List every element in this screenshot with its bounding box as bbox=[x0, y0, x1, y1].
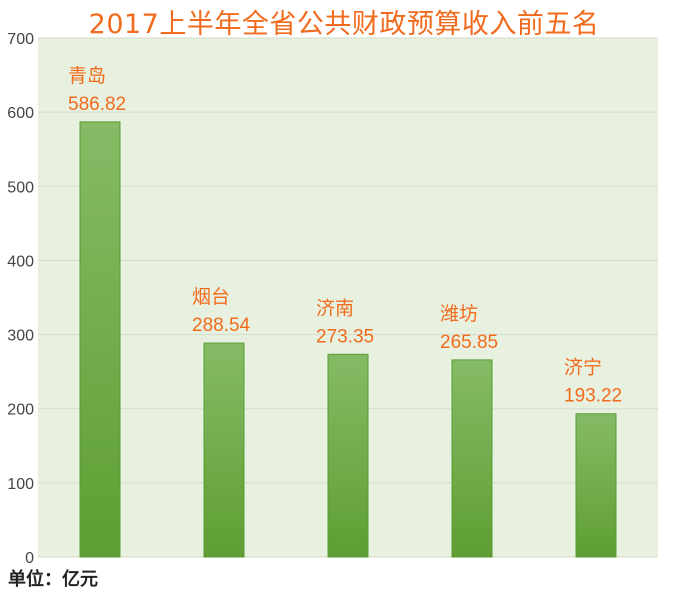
value-label: 193.22 bbox=[564, 386, 622, 407]
y-tick-label: 400 bbox=[7, 253, 34, 270]
bar bbox=[203, 342, 245, 558]
y-tick-label: 500 bbox=[7, 179, 34, 196]
y-tick-label: 100 bbox=[7, 476, 34, 493]
y-tick-label: 600 bbox=[7, 105, 34, 122]
category-label: 烟台 bbox=[192, 286, 230, 308]
category-label: 济南 bbox=[316, 297, 354, 319]
value-label: 265.85 bbox=[440, 332, 498, 353]
value-label: 586.82 bbox=[68, 94, 126, 115]
category-label: 济宁 bbox=[564, 357, 602, 379]
bar bbox=[79, 121, 121, 558]
category-label: 青岛 bbox=[68, 65, 106, 87]
y-tick-label: 0 bbox=[25, 550, 34, 567]
unit-label: 单位：亿元 bbox=[8, 569, 98, 590]
bar bbox=[575, 413, 617, 558]
category-label: 潍坊 bbox=[440, 303, 478, 325]
chart-title: 2017上半年全省公共财政预算收入前五名 bbox=[88, 9, 600, 40]
y-tick-label: 300 bbox=[7, 328, 34, 345]
bar bbox=[451, 359, 493, 558]
bar bbox=[327, 353, 369, 558]
y-tick-label: 700 bbox=[7, 31, 34, 48]
value-label: 288.54 bbox=[192, 315, 251, 336]
value-label: 273.35 bbox=[316, 326, 374, 347]
y-tick-label: 200 bbox=[7, 402, 34, 419]
